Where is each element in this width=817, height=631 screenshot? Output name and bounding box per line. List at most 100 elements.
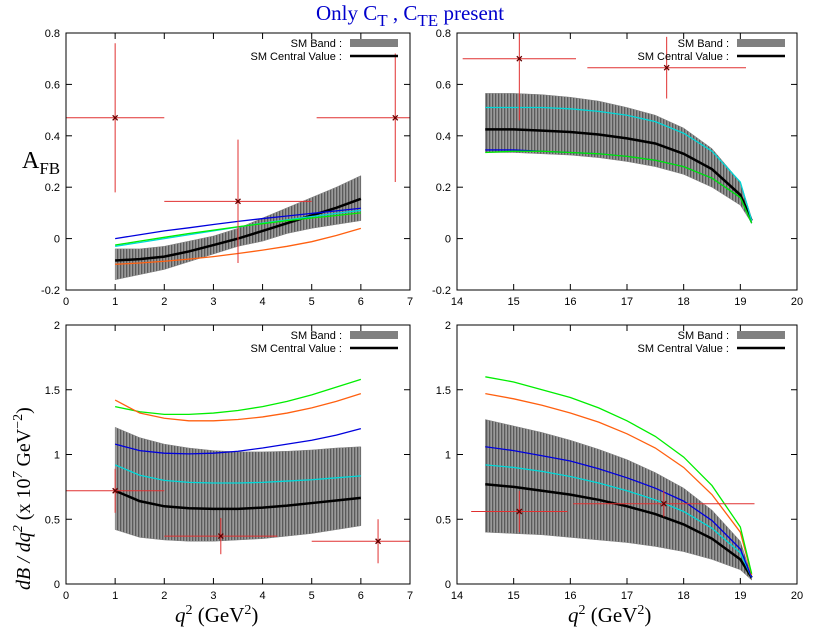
label-part: A <box>22 148 40 174</box>
data-point <box>392 114 399 121</box>
y-tick-label: 0.2 <box>45 182 60 194</box>
plot-area <box>471 376 755 581</box>
legend-label: SM Band : <box>678 38 729 50</box>
curve <box>485 376 753 574</box>
data-point <box>663 64 670 71</box>
x-tick-label: 7 <box>407 296 413 308</box>
plot-area <box>462 33 753 225</box>
curve <box>485 392 753 576</box>
curve <box>485 464 753 578</box>
x-axis-label: q2 (GeV2) <box>175 603 258 627</box>
label-part: (GeV <box>193 603 245 627</box>
y-tick-label: 0.6 <box>436 79 451 91</box>
label-part: ) <box>251 603 258 627</box>
curve <box>485 483 753 579</box>
legend-swatch <box>737 39 785 47</box>
curve <box>114 393 362 422</box>
x-tick-label: 17 <box>621 296 633 308</box>
label-part: ) <box>644 603 651 627</box>
y-tick-label: 0.5 <box>45 514 60 526</box>
title-part: present <box>438 1 504 25</box>
plot-area <box>66 378 410 564</box>
y-tick-label: 0.4 <box>45 131 60 143</box>
legend-label: SM Central Value : <box>250 343 342 355</box>
legend-label: SM Band : <box>678 330 729 342</box>
x-tick-label: 3 <box>210 296 216 308</box>
curve <box>114 464 361 484</box>
data-point <box>516 55 523 62</box>
label-part: 2 <box>579 603 586 618</box>
label-part: q <box>175 603 186 627</box>
data-point <box>217 533 224 540</box>
x-tick-label: 7 <box>407 590 413 602</box>
data-point <box>375 538 382 545</box>
band <box>485 93 752 225</box>
x-tick-label: 3 <box>210 590 216 602</box>
legend-label: SM Band : <box>291 330 342 342</box>
x-tick-label: 1 <box>112 296 118 308</box>
title-part: T <box>377 11 388 30</box>
y-tick-label: 1 <box>445 450 451 462</box>
curve <box>114 427 362 455</box>
x-tick-label: 2 <box>161 296 167 308</box>
x-tick-label: 17 <box>621 590 633 602</box>
label-part: dB / dq <box>13 532 35 590</box>
y-axis-label: AFB <box>22 148 60 178</box>
y-tick-label: 1.5 <box>436 385 451 397</box>
label-part: −2 <box>11 414 26 429</box>
plot-area <box>66 43 410 281</box>
plot-frame <box>65 324 411 585</box>
data-point <box>660 500 667 507</box>
x-tick-label: 14 <box>451 590 463 602</box>
x-tick-label: 18 <box>678 590 690 602</box>
x-tick-label: 20 <box>791 590 803 602</box>
panel: 0 1 2 3 4 5 6 7-0.200.20.40.60.8SM Band :SM Cen… <box>41 28 413 308</box>
y-tick-label: 0.2 <box>436 182 451 194</box>
figure-title: Only CT , CTE present <box>316 1 504 30</box>
label-part: 7 <box>11 471 26 479</box>
x-tick-label: 15 <box>508 296 520 308</box>
y-tick-label: 2 <box>445 320 451 332</box>
x-tick-label: 5 <box>309 296 315 308</box>
y-tick-label: 0.5 <box>436 514 451 526</box>
y-tick-label: 0 <box>54 234 60 246</box>
curve <box>485 106 753 221</box>
label-part: (GeV <box>586 603 638 627</box>
label-part: (x 10 <box>13 479 35 526</box>
y-tick-label: -0.2 <box>41 285 60 297</box>
x-tick-label: 15 <box>508 590 520 602</box>
x-axis-label: q2 (GeV2) <box>568 603 651 627</box>
y-tick-label: 0.8 <box>45 28 60 40</box>
x-tick-label: 16 <box>564 590 576 602</box>
panel: 0 1 2 3 4 5 6 7 0 0.5 1 1.5 2 SM Band :SM Central Val… <box>45 320 413 602</box>
panel: 14 15 16 17 18 19 20 0 0.5 1 1.5 2 SM Band :SM Centr… <box>436 320 803 602</box>
curve <box>485 150 753 224</box>
x-tick-label: 16 <box>564 296 576 308</box>
label-part: FB <box>39 159 60 178</box>
legend-label: SM Band : <box>291 38 342 50</box>
plot-frame <box>65 32 411 291</box>
y-tick-label: 0.8 <box>436 28 451 40</box>
legend-swatch <box>737 331 785 339</box>
label-part: 2 <box>11 525 26 532</box>
plot-frame <box>456 32 798 291</box>
x-tick-label: 19 <box>734 590 746 602</box>
band <box>114 426 362 542</box>
x-tick-label: 5 <box>309 590 315 602</box>
x-tick-label: 18 <box>678 296 690 308</box>
legend-label: SM Central Value : <box>250 51 342 63</box>
panel: 14 15 16 17 18 19 20 -0.2 0 0.2 0.4 0.6 0.8 SM Band :… <box>432 28 803 308</box>
y-tick-label: 0 <box>445 579 451 591</box>
y-tick-label: 0.4 <box>436 131 451 143</box>
y-tick-label: 1 <box>54 450 60 462</box>
legend-swatch <box>350 39 398 47</box>
x-tick-label: 0 <box>63 590 69 602</box>
y-tick-label: 1.5 <box>45 385 60 397</box>
y-tick-label: -0.2 <box>432 285 451 297</box>
data-point <box>112 487 119 494</box>
curve <box>485 446 753 578</box>
band <box>485 419 752 581</box>
curve <box>114 489 361 511</box>
x-tick-label: 4 <box>260 296 266 308</box>
